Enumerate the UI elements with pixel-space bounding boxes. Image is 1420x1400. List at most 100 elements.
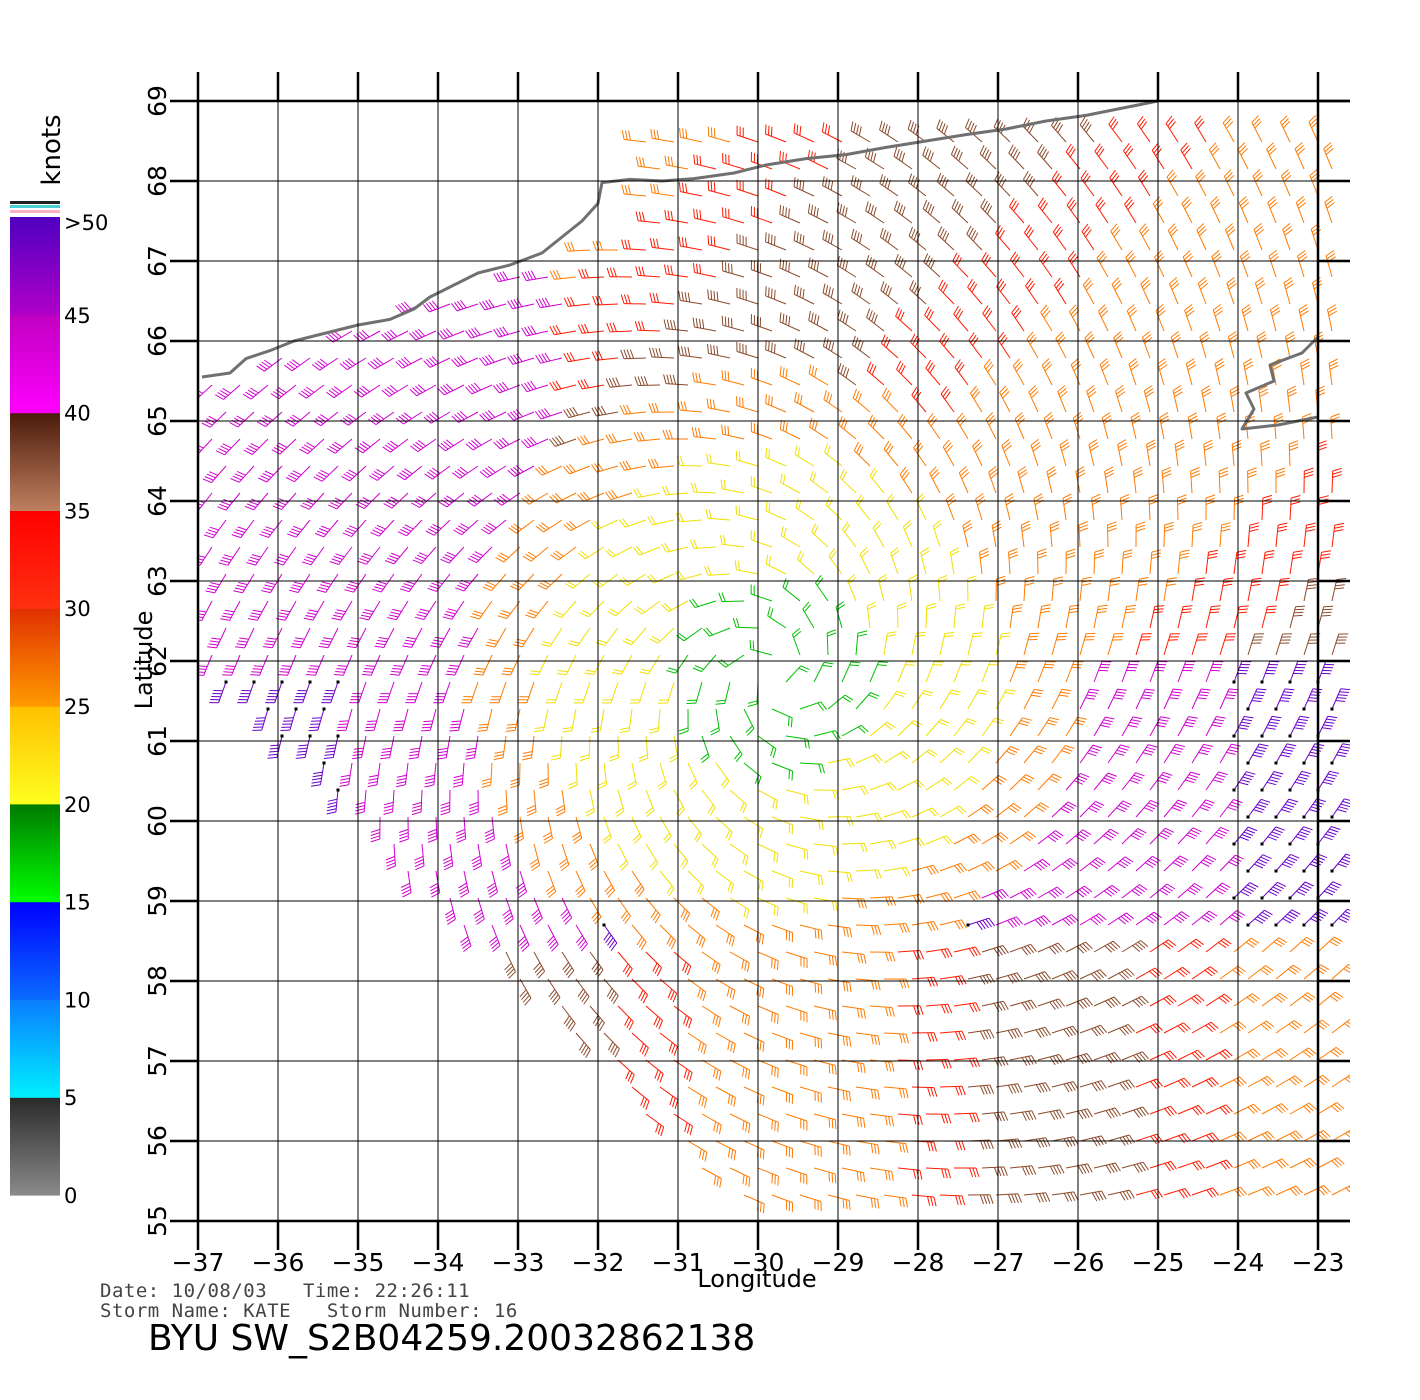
longitude-tick-label: −35 [332, 1248, 385, 1277]
wind-barb [1051, 632, 1068, 656]
wind-barb [1107, 1079, 1135, 1091]
wind-barb [911, 1140, 937, 1152]
wind-barb [911, 386, 927, 413]
wind-barb [1078, 521, 1089, 548]
wind-barb [1046, 466, 1057, 494]
wind-barb [648, 347, 675, 359]
wind-barb [995, 859, 1023, 872]
wind-barb [1121, 828, 1147, 845]
wind-barb [1261, 494, 1273, 521]
wind-barb [493, 271, 521, 283]
wind-barb [573, 681, 591, 704]
wind-barb [894, 254, 913, 278]
wind-barb [1037, 886, 1065, 899]
wind-barb [799, 1140, 822, 1157]
wind-barb [258, 465, 283, 483]
wind-barb [1020, 520, 1031, 548]
wind-barb [1157, 358, 1168, 386]
wind-barb [813, 1167, 837, 1184]
wind-barb [513, 627, 535, 648]
wind-barb [859, 547, 871, 575]
wind-barb [1303, 467, 1314, 494]
wind-barb [1028, 385, 1039, 413]
wind-barb [220, 600, 241, 621]
colorbar-cap-strip [10, 210, 60, 213]
wind-barb [1070, 358, 1082, 386]
wind-barb [1124, 196, 1137, 224]
wind-barb [1274, 853, 1300, 873]
wind-barb [1231, 439, 1242, 467]
wind-barb [217, 492, 241, 511]
wind-barb [382, 438, 409, 453]
wind-barb [911, 1032, 938, 1042]
wind-barb [591, 405, 619, 417]
wind-barb [1219, 965, 1246, 980]
wind-barb [771, 1086, 794, 1105]
wind-barb [510, 573, 535, 591]
wind-barb [911, 807, 939, 818]
wind-barb [673, 843, 689, 870]
wind-barb [911, 1194, 937, 1207]
wind-barb [813, 897, 838, 912]
wind-barb [589, 951, 604, 978]
wind-barb [547, 978, 561, 1006]
wind-barb [1121, 1106, 1149, 1118]
wind-barb [939, 1085, 966, 1096]
wind-barb [1049, 520, 1060, 548]
wind-barb [743, 1086, 765, 1106]
wind-barb [1205, 1159, 1233, 1170]
wind-barb [855, 1032, 881, 1046]
wind-barb [323, 734, 340, 759]
wind-barb [1288, 770, 1312, 792]
wind-barb [677, 400, 703, 413]
wind-barb [850, 175, 871, 197]
wind-barb [1091, 493, 1102, 521]
wind-barb [1135, 1188, 1163, 1200]
wind-barb [939, 805, 967, 818]
wind-barb [578, 268, 605, 279]
wind-barb [779, 258, 801, 278]
wind-barb [1023, 632, 1040, 656]
wind-barb [1247, 577, 1262, 602]
wind-barb [1232, 882, 1259, 900]
wind-barb [793, 177, 815, 197]
wind-barb [765, 394, 787, 413]
wind-barb [1163, 911, 1190, 926]
wind-barb [835, 601, 846, 629]
wind-barb [604, 489, 633, 501]
wind-barb [235, 627, 255, 649]
wind-barb [1108, 116, 1123, 143]
wind-barb [577, 379, 605, 390]
wind-barb [313, 465, 339, 482]
wind-barb [691, 427, 717, 440]
wind-barb [546, 924, 559, 952]
wind-barb [460, 924, 472, 952]
wind-barb [619, 404, 647, 415]
wind-barb [521, 325, 549, 337]
wind-barb [693, 208, 717, 224]
wind-barb [316, 573, 339, 593]
wind-barb [1205, 1049, 1233, 1061]
wind-barb [293, 680, 312, 704]
wind-barb [539, 762, 549, 789]
wind-barb [1195, 169, 1207, 197]
wind-barb [1177, 827, 1202, 845]
wind-barb [659, 816, 672, 844]
wind-barb [1149, 827, 1175, 845]
wind-barb [785, 1059, 808, 1077]
wind-barb [222, 654, 241, 676]
wind-barb [1051, 801, 1077, 818]
wind-barb [1246, 798, 1271, 819]
colorbar-band-40-45 [10, 314, 60, 414]
wind-barb [1289, 550, 1303, 575]
wind-barb [1330, 688, 1350, 711]
wind-barb [1167, 223, 1179, 251]
wind-barb [802, 601, 815, 629]
wind-barb [743, 870, 764, 891]
wind-barb [631, 978, 648, 1004]
colorbar-band-35-40 [10, 412, 60, 511]
wind-barb [433, 681, 451, 704]
wind-barb [869, 467, 885, 494]
longitude-tick-label: −25 [1132, 1248, 1185, 1277]
colorbar-tick-label: 10 [64, 988, 91, 1012]
